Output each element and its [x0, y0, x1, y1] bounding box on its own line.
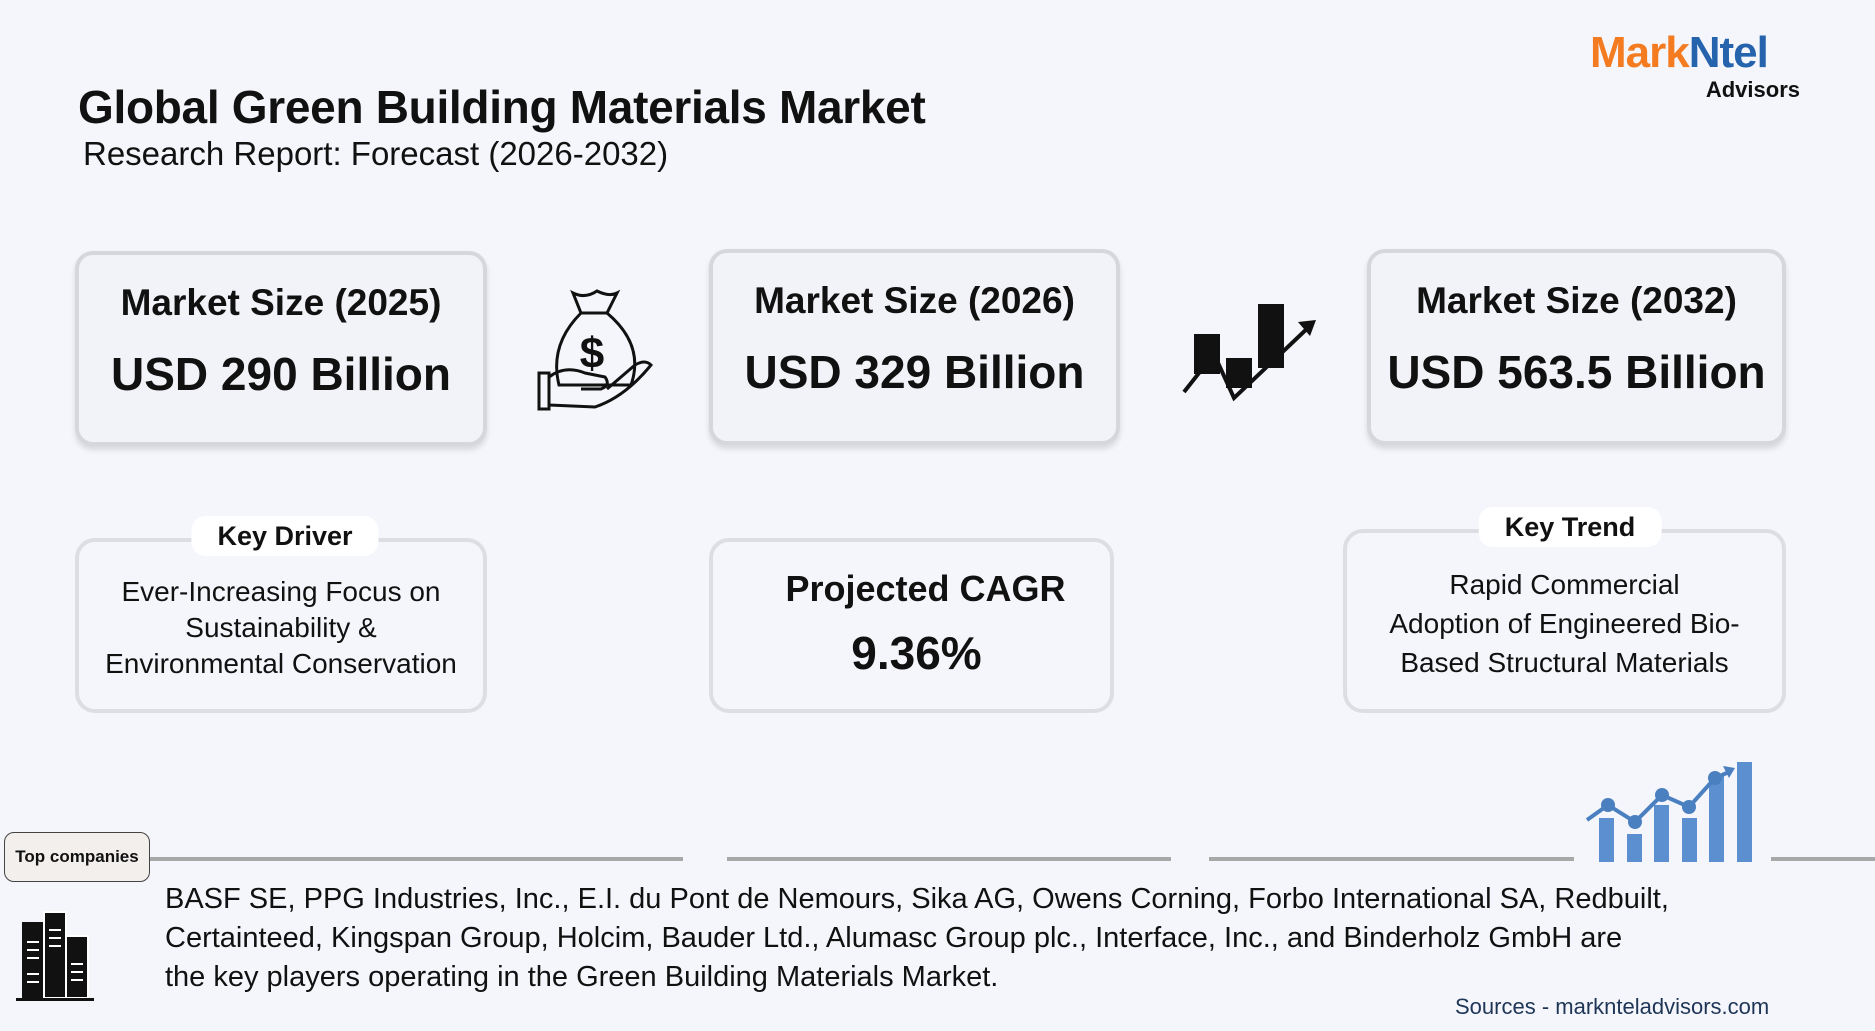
- buildings-icon: [16, 911, 94, 1001]
- key-driver-line: Environmental Conservation: [105, 648, 457, 679]
- market-size-2026-card: Market Size (2026) USD 329 Billion: [709, 249, 1120, 445]
- page-subtitle: Research Report: Forecast (2026-2032): [83, 135, 669, 172]
- logo-mark: Mark: [1590, 28, 1690, 77]
- companies-text: BASF SE, PPG Industries, Inc., E.I. du P…: [165, 880, 1855, 997]
- growth-chart-icon: [1182, 304, 1316, 402]
- logo-advisors: Advisors: [1705, 77, 1800, 102]
- cagr-label: Projected CAGR: [785, 568, 1066, 609]
- sources-link[interactable]: Sources - marknteladvisors.com: [1455, 994, 1770, 1019]
- market-size-value: USD 329 Billion: [744, 346, 1085, 398]
- market-size-2032-card: Market Size (2032) USD 563.5 Billion: [1367, 249, 1786, 445]
- market-size-label: Market Size (2032): [1416, 280, 1737, 321]
- logo-ntel: Ntel: [1688, 28, 1769, 77]
- cagr-value: 9.36%: [851, 627, 982, 679]
- key-trend-line: Based Structural Materials: [1400, 647, 1729, 678]
- market-size-label: Market Size (2025): [120, 282, 442, 323]
- market-size-2025-card: Market Size (2025) USD 290 Billion: [75, 251, 487, 446]
- divider: [150, 857, 683, 861]
- svg-text:$: $: [580, 329, 604, 378]
- key-trend-tag: Key Trend: [1478, 507, 1662, 547]
- divider: [1771, 857, 1875, 861]
- divider: [1209, 857, 1574, 861]
- marknetel-logo: MarkNtel Advisors: [1590, 30, 1810, 106]
- key-driver-line: Sustainability &: [185, 612, 377, 643]
- key-trend-card: Rapid Commercial Adoption of Engineered …: [1343, 529, 1786, 713]
- market-size-value: USD 563.5 Billion: [1387, 346, 1766, 398]
- key-driver-tag: Key Driver: [191, 516, 379, 556]
- bar-line-chart-icon: [1585, 762, 1752, 862]
- companies-line: the key players operating in the Green B…: [165, 961, 999, 993]
- market-size-label: Market Size (2026): [754, 280, 1075, 321]
- money-bag-hand-icon: $: [537, 289, 654, 411]
- page-title: Global Green Building Materials Market: [78, 81, 926, 133]
- market-size-value: USD 290 Billion: [111, 348, 451, 400]
- logo-brand: MarkNtel: [1590, 30, 1810, 76]
- key-driver-card: Ever-Increasing Focus on Sustainability …: [75, 538, 487, 713]
- companies-line: BASF SE, PPG Industries, Inc., E.I. du P…: [165, 883, 1669, 915]
- cagr-card: Projected CAGR 9.36%: [709, 538, 1114, 713]
- top-companies-tag: Top companies: [4, 832, 150, 882]
- key-trend-line: Adoption of Engineered Bio-: [1389, 608, 1740, 639]
- key-driver-line: Ever-Increasing Focus on: [121, 576, 441, 607]
- divider: [727, 857, 1171, 861]
- companies-line: Certainteed, Kingspan Group, Holcim, Bau…: [165, 922, 1623, 954]
- key-trend-line: Rapid Commercial: [1449, 569, 1680, 600]
